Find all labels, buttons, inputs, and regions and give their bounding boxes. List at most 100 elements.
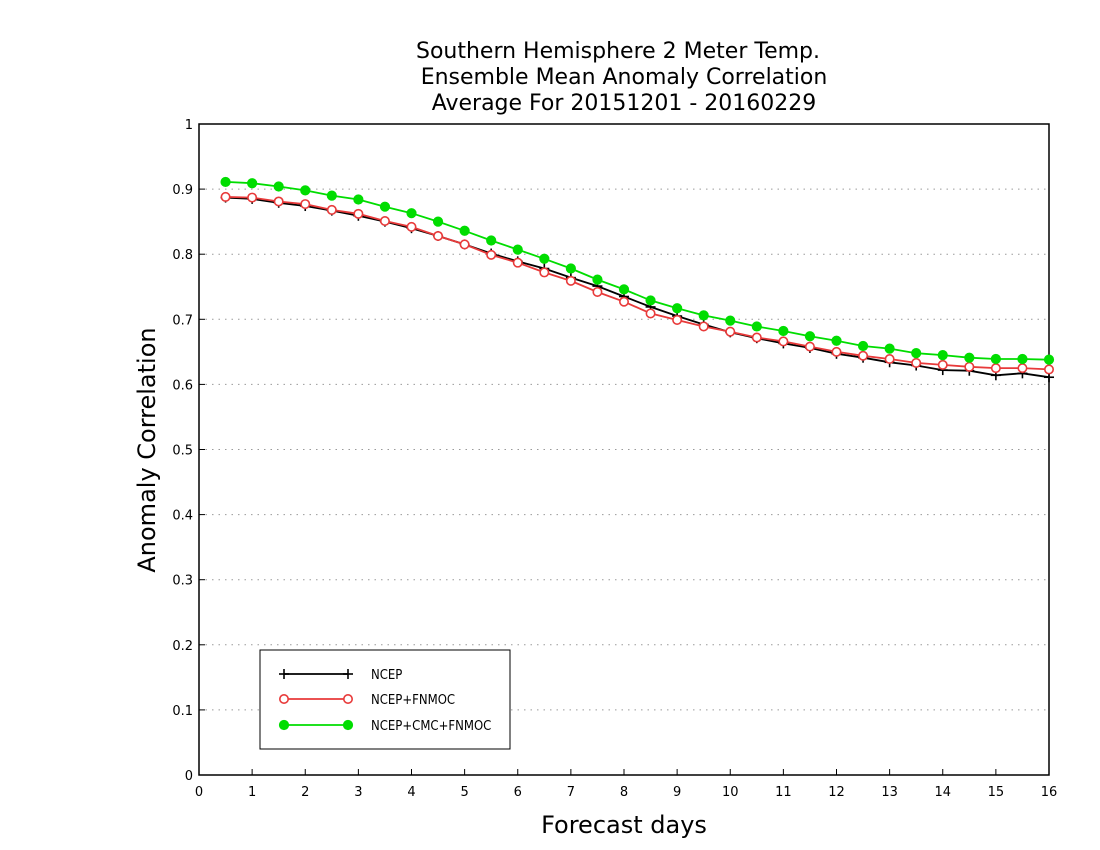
x-tick-label: 4: [407, 785, 415, 800]
series-ncep-fnmoc-point: [672, 314, 683, 325]
series-ncep-cmc-fnmoc-point: [672, 303, 683, 314]
series-ncep-fnmoc-point: [698, 321, 709, 332]
series-ncep-fnmoc-point: [247, 192, 258, 203]
series-ncep-fnmoc-point: [459, 239, 470, 250]
series-ncep-fnmoc-point: [539, 267, 550, 278]
series-ncep-cmc-fnmoc-point: [592, 274, 603, 285]
series-ncep-cmc-fnmoc-point: [857, 340, 869, 352]
x-tick-label: 3: [354, 785, 362, 800]
x-axis-label: Forecast days: [541, 811, 707, 839]
series-ncep-cmc-fnmoc-point: [459, 225, 470, 236]
series-ncep-cmc-fnmoc-point: [247, 178, 258, 189]
x-tick-label: 1: [248, 785, 256, 800]
series-ncep-fnmoc-line: [225, 196, 1050, 371]
series-ncep-fnmoc-point: [379, 215, 390, 226]
series-ncep-cmc-fnmoc-point: [486, 235, 497, 246]
series-ncep-cmc-fnmoc-point: [539, 253, 550, 264]
legend-ncep-fnmoc-start-point: [278, 693, 289, 704]
series-ncep-cmc-fnmoc-point: [778, 325, 789, 337]
y-tick-label: 0.5: [172, 444, 193, 459]
series-ncep-cmc-fnmoc-point: [220, 176, 231, 188]
x-tick-label: 9: [673, 785, 681, 800]
x-tick-label: 2: [301, 785, 309, 800]
grid: [199, 188, 1049, 711]
legend-ncep-start-point: [279, 669, 289, 679]
legend-ncep-cmc-fnmoc-start-point: [278, 719, 290, 731]
series-ncep-cmc-fnmoc-point: [273, 181, 284, 192]
y-tick-label: 0.2: [172, 639, 193, 654]
series-ncep-fnmoc-point: [486, 249, 497, 260]
x-tick-label: 10: [722, 785, 739, 800]
legend-ncep: NCEP: [279, 668, 402, 683]
series-ncep-cmc-fnmoc-point: [300, 185, 311, 196]
series-ncep-cmc-fnmoc-point: [326, 190, 337, 201]
series-ncep-fnmoc: [220, 191, 1055, 375]
series-ncep-cmc-fnmoc-point: [1043, 354, 1055, 365]
x-tick-label: 8: [620, 785, 628, 800]
series-ncep-cmc-fnmoc-point: [645, 295, 656, 306]
y-tick-label: 0.7: [172, 313, 193, 328]
x-tick-label: 5: [460, 785, 468, 800]
legend-ncep-cmc-fnmoc: NCEP+CMC+FNMOC: [278, 719, 491, 734]
legend-ncep-fnmoc: NCEP+FNMOC: [278, 693, 455, 708]
legend: NCEP NCEP+FNMOC NCEP+CMC+FNMOC: [259, 649, 511, 750]
y-tick-label: 0.8: [172, 248, 193, 263]
series-ncep-fnmoc-point: [1044, 364, 1055, 375]
series-ncep-cmc-fnmoc-point: [804, 331, 816, 342]
x-tick-label: 13: [881, 785, 898, 800]
x-tick-label: 7: [567, 785, 575, 800]
series-ncep-cmc-fnmoc-line: [225, 181, 1050, 361]
series-ncep-cmc-fnmoc-point: [565, 263, 576, 274]
series-ncep-cmc-fnmoc-point: [884, 343, 895, 354]
series-ncep-fnmoc-point: [512, 257, 523, 268]
series-ncep-fnmoc-point: [751, 332, 762, 343]
y-tick-label: 0.1: [172, 704, 193, 719]
y-tick-label: 0: [185, 769, 193, 784]
x-tick-label: 12: [828, 785, 845, 800]
series-ncep-cmc-fnmoc-point: [432, 216, 444, 227]
y-axis-label: Anomaly Correlation: [133, 327, 161, 572]
series-ncep-cmc-fnmoc-point: [831, 335, 842, 346]
series-ncep-fnmoc-point: [725, 326, 736, 337]
y-tick-label: 0.4: [172, 509, 193, 524]
series-ncep-cmc-fnmoc-point: [751, 321, 762, 332]
legend-ncep-cmc-fnmoc-label: NCEP+CMC+FNMOC: [371, 719, 491, 734]
series-ncep-fnmoc-point: [937, 359, 948, 370]
series-ncep-cmc-fnmoc-point: [406, 208, 417, 219]
x-tick-label: 6: [514, 785, 522, 800]
series-ncep-fnmoc-point: [300, 199, 311, 210]
series-ncep-cmc-fnmoc-point: [353, 194, 364, 205]
y-tick-label: 0.3: [172, 574, 193, 589]
series-ncep-fnmoc-point: [592, 286, 603, 297]
x-tick-label: 15: [988, 785, 1005, 800]
series-ncep-fnmoc-point: [884, 354, 895, 365]
series-ncep-fnmoc-point: [1017, 363, 1028, 374]
y-tick-label: 0.6: [172, 378, 193, 393]
series-ncep-fnmoc-point: [220, 191, 231, 202]
chart-title-line-1: Southern Hemisphere 2 Meter Temp.: [416, 39, 820, 64]
x-tick-label: 14: [934, 785, 951, 800]
series-ncep-fnmoc-point: [858, 350, 869, 361]
legend-ncep-fnmoc-end-point: [342, 693, 353, 704]
series-ncep-cmc-fnmoc-point: [725, 315, 736, 326]
series-ncep-fnmoc-point: [353, 208, 364, 219]
series-ncep-fnmoc-point: [645, 308, 656, 319]
chart-title-line-2: Ensemble Mean Anomaly Correlation: [421, 65, 828, 90]
series-ncep-line: [225, 196, 1050, 379]
series-ncep-fnmoc-point: [778, 336, 789, 347]
series-ncep-cmc-fnmoc-point: [964, 352, 975, 363]
series-ncep-fnmoc-point: [273, 196, 284, 207]
series-ncep-fnmoc-point: [804, 341, 815, 352]
series-ncep-fnmoc-point: [911, 357, 922, 368]
series-ncep-fnmoc-point: [565, 275, 576, 286]
series-ncep-fnmoc-point: [964, 361, 975, 372]
series-ncep-cmc-fnmoc-point: [379, 201, 391, 212]
series-ncep-cmc-fnmoc-point: [1017, 353, 1028, 365]
series-ncep-fnmoc-point: [406, 221, 417, 232]
series-ncep-fnmoc-point: [618, 296, 629, 307]
x-tick-label: 0: [195, 785, 203, 800]
x-tick-label: 11: [775, 785, 792, 800]
series-ncep-fnmoc-point: [831, 346, 842, 357]
series-ncep-cmc-fnmoc-point: [698, 310, 709, 321]
legend-ncep-cmc-fnmoc-end-point: [342, 719, 354, 731]
